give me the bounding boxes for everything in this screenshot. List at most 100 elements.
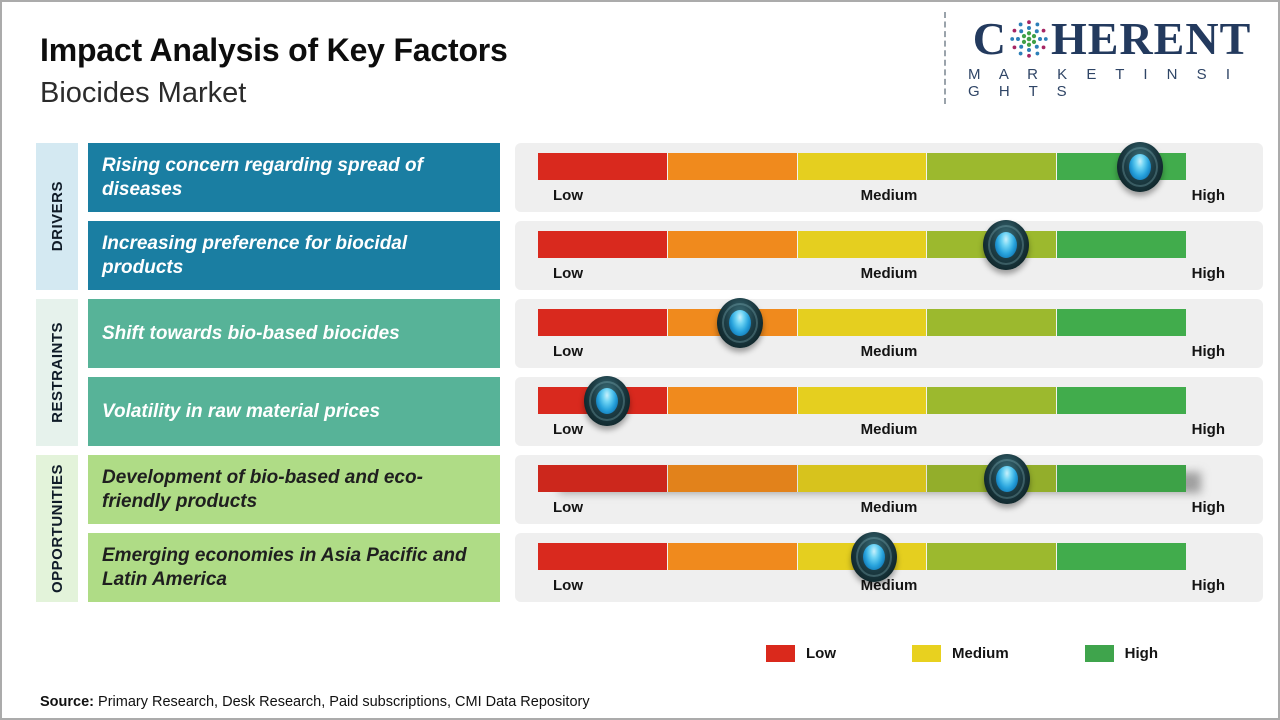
impact-marker[interactable] xyxy=(717,297,764,348)
impact-marker-core-icon xyxy=(1128,153,1151,180)
opportunities-tab-label: OPPORTUNITIES xyxy=(48,463,66,593)
factor-label: Shift towards bio-based biocides xyxy=(102,322,400,344)
opportunities-tab: OPPORTUNITIES xyxy=(36,455,78,602)
impact-marker[interactable] xyxy=(982,219,1029,270)
scale-label-medium: Medium xyxy=(860,421,918,438)
brand-tagline: M A R K E T I N S I G H T S xyxy=(968,66,1238,100)
impact-marker-core-icon xyxy=(729,309,752,336)
scale-label-low: Low xyxy=(553,577,583,594)
scale-label-medium: Medium xyxy=(860,343,918,360)
impact-marker[interactable] xyxy=(583,375,630,426)
source-line: Source: Primary Research, Desk Research,… xyxy=(40,694,590,710)
restraints-tab: RESTRAINTS xyxy=(36,299,78,446)
factor-box: Shift towards bio-based biocides xyxy=(88,299,500,368)
scale-label-low: Low xyxy=(553,499,583,516)
impact-scale-panel: Low Medium High xyxy=(515,141,1263,212)
factor-box: Emerging economies in Asia Pacific and L… xyxy=(88,533,500,602)
brand-logo: C HERENT M A R K E T I N S I G H T S xyxy=(944,12,1262,104)
legend-label-medium: Medium xyxy=(952,645,1009,662)
legend-swatch-medium xyxy=(912,645,941,662)
logo-o-dots-icon xyxy=(1010,20,1048,58)
scale-label-high: High xyxy=(1191,343,1225,360)
scale-label-high: High xyxy=(1191,421,1225,438)
legend-label-low: Low xyxy=(806,645,836,662)
legend-item-low: Low xyxy=(766,645,836,662)
scale-segment-low xyxy=(538,465,667,492)
impact-scale-panel: Low Medium High xyxy=(515,531,1263,602)
impact-marker[interactable] xyxy=(1116,141,1163,192)
factor-label: Development of bio-based and eco-friendl… xyxy=(102,466,423,512)
impact-scale-bar xyxy=(538,297,1186,348)
drivers-tab: DRIVERS xyxy=(36,143,78,290)
scale-label-medium: Medium xyxy=(860,499,918,516)
source-label: Source: xyxy=(40,694,94,710)
legend-item-medium: Medium xyxy=(912,645,1009,662)
restraints-tab-label: RESTRAINTS xyxy=(48,322,66,423)
factor-box: Increasing preference for biocidal produ… xyxy=(88,221,500,290)
scale-segment-low xyxy=(538,543,667,570)
factor-label: Rising concern regarding spread of disea… xyxy=(102,154,423,200)
scale-segment-high xyxy=(1056,465,1186,492)
scale-label-medium: Medium xyxy=(860,187,918,204)
scale-label-low: Low xyxy=(553,187,583,204)
scale-segment-medium xyxy=(796,309,927,336)
scale-segment-medium xyxy=(796,387,927,414)
scale-segment-low-mid xyxy=(666,543,797,570)
scale-segment-low-mid xyxy=(666,465,797,492)
impact-scale-bar xyxy=(538,219,1186,270)
scale-segment-mid-high xyxy=(926,387,1057,414)
scale-segment-mid-high xyxy=(926,309,1057,336)
scale-segment-medium xyxy=(796,231,927,258)
scale-segment-high xyxy=(1056,543,1186,570)
impact-scale-panel: Low Medium High xyxy=(515,219,1263,290)
drivers-tab-label: DRIVERS xyxy=(48,181,66,252)
impact-marker[interactable] xyxy=(851,531,898,582)
scale-label-high: High xyxy=(1191,187,1225,204)
legend-item-high: High xyxy=(1084,645,1158,662)
impact-scale-bar xyxy=(538,141,1186,192)
impact-marker[interactable] xyxy=(984,453,1031,504)
source-text: Primary Research, Desk Research, Paid su… xyxy=(98,694,590,710)
scale-label-low: Low xyxy=(553,265,583,282)
factor-box: Rising concern regarding spread of disea… xyxy=(88,143,500,212)
scale-segment-low xyxy=(538,153,667,180)
scale-segment-high xyxy=(1056,387,1186,414)
scale-segment-high xyxy=(1056,309,1186,336)
factor-box: Development of bio-based and eco-friendl… xyxy=(88,455,500,524)
scale-label-high: High xyxy=(1191,265,1225,282)
impact-marker-core-icon xyxy=(595,387,618,414)
legend-label-high: High xyxy=(1124,645,1158,662)
factor-label: Volatility in raw material prices xyxy=(102,400,381,422)
impact-scale-bar xyxy=(538,375,1186,426)
scale-segment-mid-high xyxy=(926,153,1057,180)
scale-segment-medium xyxy=(796,153,927,180)
factor-label: Emerging economies in Asia Pacific and L… xyxy=(102,544,467,590)
impact-scale-panel: Low Medium High xyxy=(515,375,1263,446)
scale-label-low: Low xyxy=(553,343,583,360)
scale-segment-low-mid xyxy=(666,387,797,414)
scale-label-high: High xyxy=(1191,499,1225,516)
impact-marker-core-icon xyxy=(994,231,1017,258)
impact-scale-bar xyxy=(538,453,1186,504)
legend-swatch-high xyxy=(1084,645,1114,662)
impact-scale-panel: Low Medium High xyxy=(515,453,1263,524)
title-block: Impact Analysis of Key Factors Biocides … xyxy=(40,32,508,110)
impact-marker-core-icon xyxy=(863,543,886,570)
impact-marker-core-icon xyxy=(996,465,1019,492)
scale-segment-mid-high xyxy=(926,543,1057,570)
brand-prefix: C xyxy=(972,13,1007,64)
group-restraints: RESTRAINTS Shift towards bio-based bioci… xyxy=(36,299,500,446)
scale-segment-medium xyxy=(796,465,927,492)
legend-swatch-low xyxy=(766,645,795,662)
group-drivers: DRIVERS Rising concern regarding spread … xyxy=(36,143,500,290)
group-opportunities: OPPORTUNITIES Development of bio-based a… xyxy=(36,455,500,602)
brand-wordmark: C HERENT xyxy=(973,16,1252,62)
legend: Low Medium High xyxy=(766,645,1158,662)
scale-segment-high xyxy=(1056,231,1186,258)
scale-segment-low xyxy=(538,309,667,336)
scale-label-high: High xyxy=(1191,577,1225,594)
factor-label: Increasing preference for biocidal produ… xyxy=(102,232,408,278)
brand-suffix: HERENT xyxy=(1050,13,1252,64)
scale-label-medium: Medium xyxy=(860,265,918,282)
scale-label-low: Low xyxy=(553,421,583,438)
